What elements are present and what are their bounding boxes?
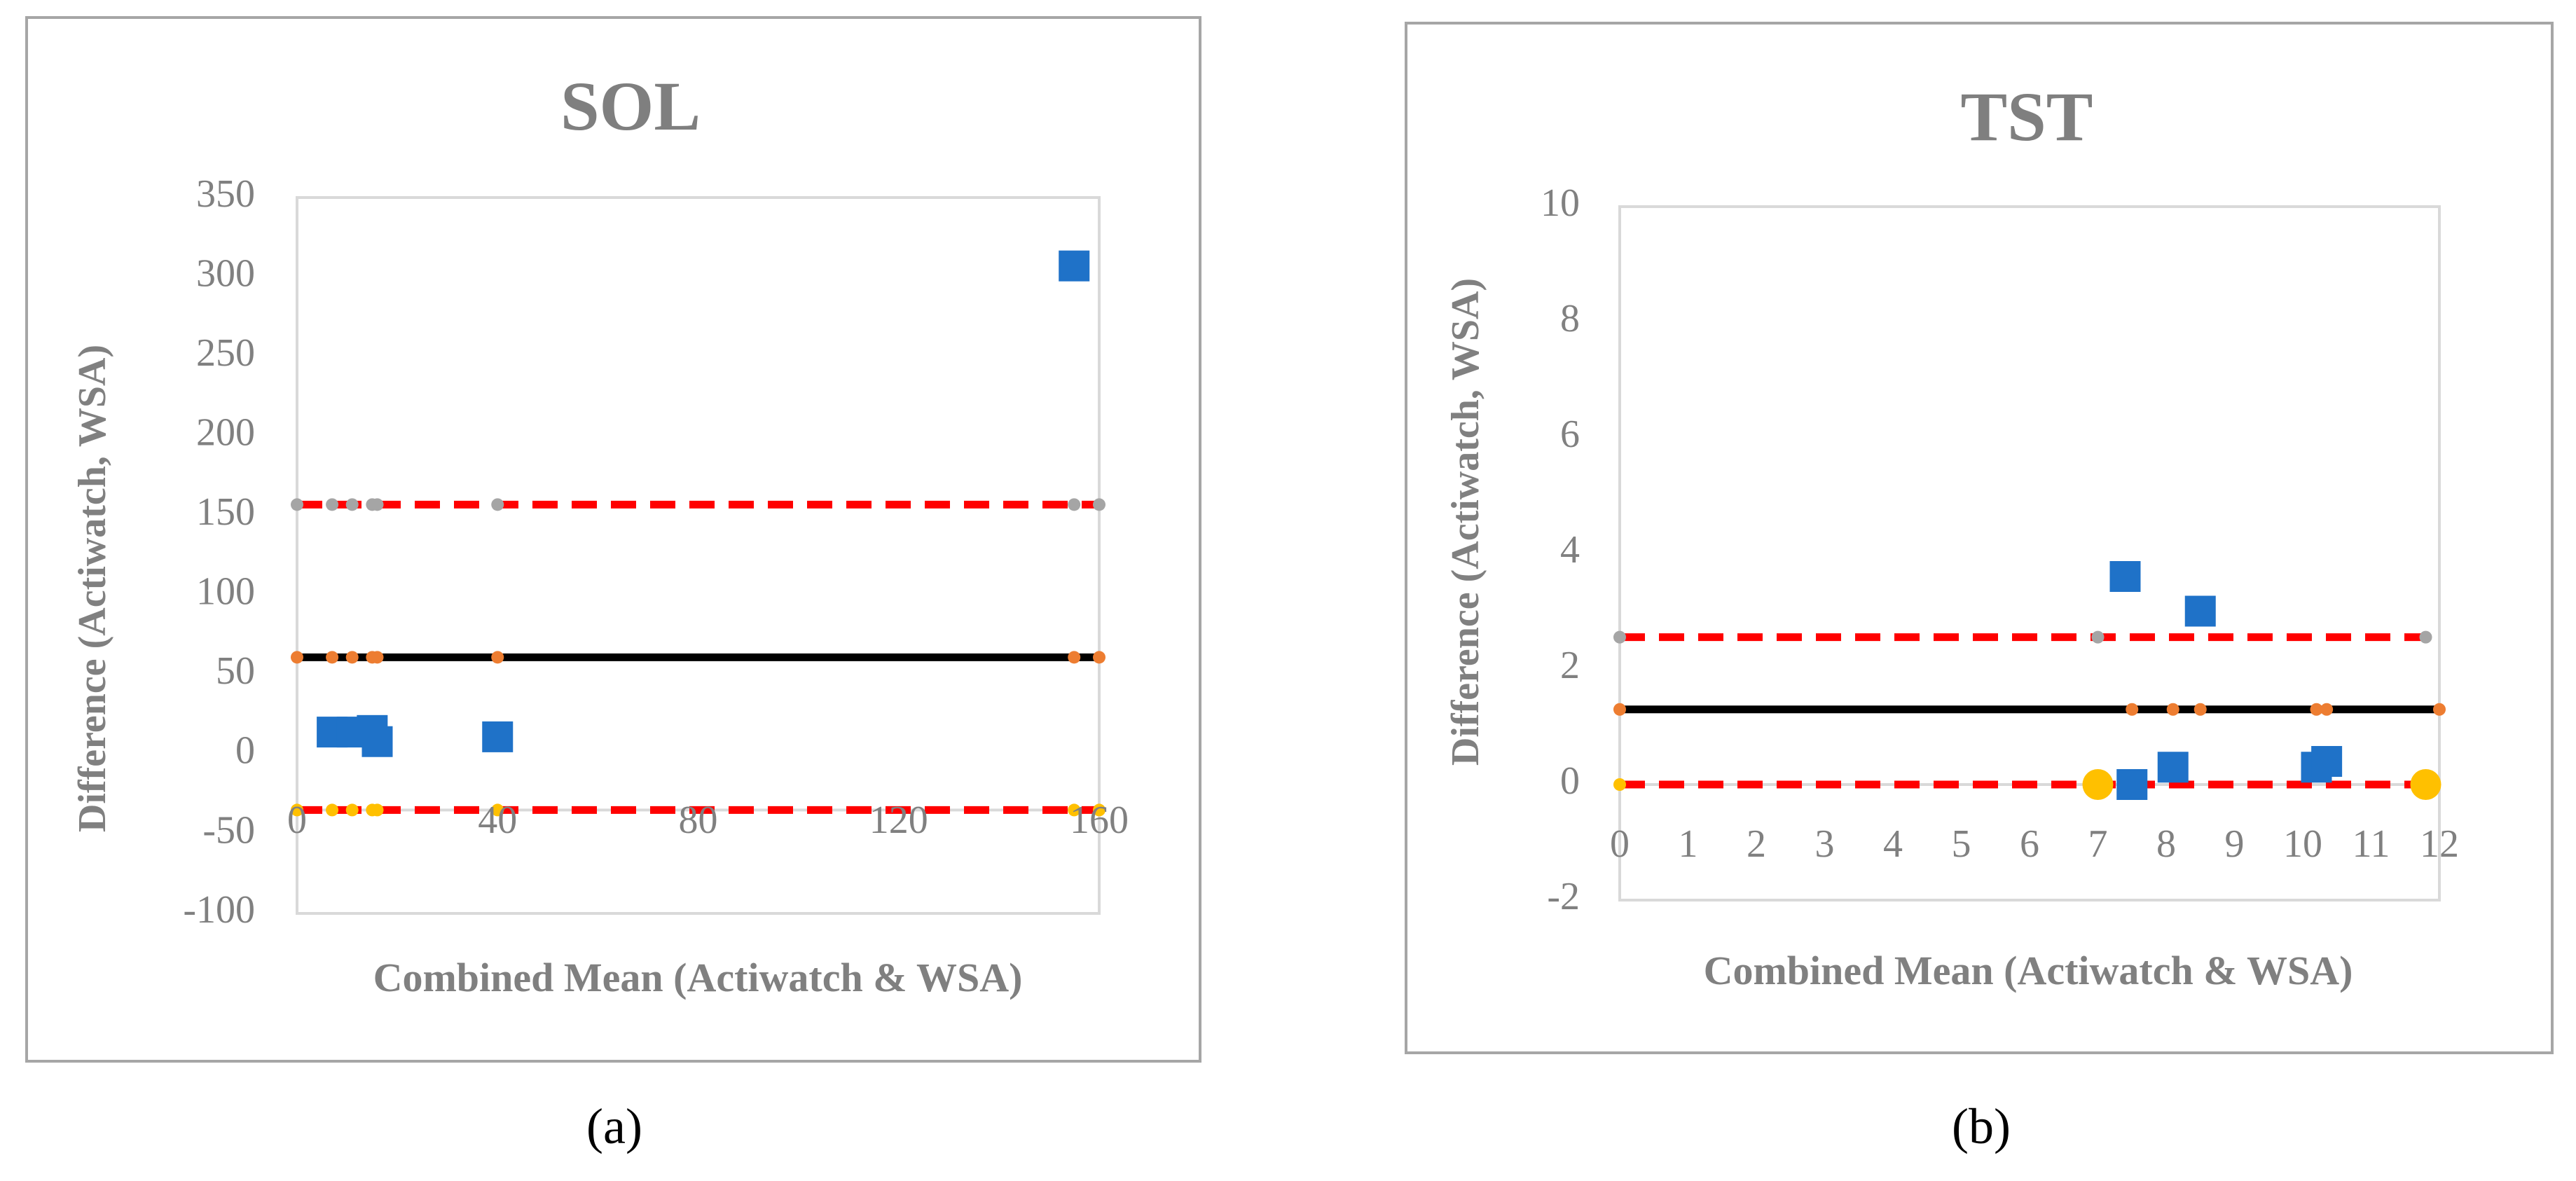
- reference-point: [2320, 703, 2334, 716]
- x-tick-label: 5: [1952, 822, 1971, 866]
- reference-point: [1093, 498, 1106, 511]
- difference-point: [2116, 769, 2148, 800]
- x-tick-label: 9: [2225, 822, 2245, 866]
- y-tick-label: 2: [1560, 644, 1580, 687]
- reference-point: [1068, 498, 1081, 511]
- difference-point: [2157, 752, 2189, 783]
- reference-point: [291, 803, 303, 817]
- x-tick-label: 160: [1070, 799, 1129, 842]
- reference-point: [2166, 703, 2179, 716]
- x-tick-label: 12: [2420, 822, 2459, 866]
- caption-a: (a): [586, 1098, 642, 1154]
- chart-frame: [25, 16, 1201, 1063]
- difference-point: [482, 721, 514, 752]
- y-tick-label: 0: [1560, 759, 1580, 803]
- x-tick-label: 8: [2156, 822, 2176, 866]
- x-axis-label: Combined Mean (Actiwatch & WSA): [1704, 948, 2353, 993]
- x-tick-label: 80: [679, 799, 718, 842]
- difference-point: [2311, 746, 2343, 777]
- y-tick-label: -100: [183, 888, 255, 932]
- x-tick-label: 6: [2020, 822, 2039, 866]
- y-tick-label: 4: [1560, 528, 1580, 572]
- reference-point: [345, 651, 359, 664]
- caption-b: (b): [1952, 1098, 2011, 1154]
- y-tick-label: 200: [196, 411, 255, 455]
- y-axis-label: Difference (Actiwatch, WSA): [71, 345, 114, 832]
- reference-point: [371, 651, 384, 664]
- chart-title: TST: [1960, 78, 2093, 156]
- y-tick-label: 10: [1541, 181, 1580, 225]
- chart-tst: TST Difference (Actiwatch, WSA) Combined…: [1405, 22, 2554, 1054]
- y-tick-label: 300: [196, 251, 255, 295]
- chart-sol: SOL Difference (Actiwatch, WSA) Combined…: [25, 16, 1201, 1063]
- y-tick-label: 350: [196, 172, 255, 216]
- reference-point: [326, 803, 339, 817]
- chart-frame: [1405, 22, 2554, 1054]
- reference-point: [2419, 630, 2432, 644]
- reference-point: [291, 498, 303, 511]
- reference-point: [491, 651, 504, 664]
- y-axis-label: Difference (Actiwatch, WSA): [1444, 278, 1487, 766]
- x-tick-label: 2: [1747, 822, 1766, 866]
- x-tick-label: 0: [1610, 822, 1630, 866]
- x-axis-label: Combined Mean (Actiwatch & WSA): [373, 955, 1023, 1000]
- y-tick-label: 250: [196, 331, 255, 375]
- x-tick-label: 3: [1815, 822, 1835, 866]
- reference-point: [1068, 803, 1081, 817]
- difference-point: [1059, 250, 1090, 282]
- reference-point: [1068, 651, 1081, 664]
- y-tick-label: 150: [196, 490, 255, 534]
- reference-point: [2410, 769, 2441, 800]
- plot-area: [296, 196, 1101, 915]
- reference-point: [2433, 703, 2446, 716]
- reference-point: [2126, 703, 2139, 716]
- reference-point: [326, 651, 339, 664]
- x-tick-label: 120: [869, 799, 928, 842]
- y-tick-label: -2: [1547, 875, 1580, 918]
- reference-point: [1613, 703, 1626, 716]
- y-tick-label: -50: [202, 808, 255, 852]
- reference-point: [491, 803, 504, 817]
- difference-point: [2184, 595, 2216, 627]
- reference-point: [1613, 630, 1626, 644]
- x-tick-label: 10: [2283, 822, 2322, 866]
- difference-point: [361, 726, 393, 757]
- y-tick-label: 0: [235, 729, 255, 773]
- reference-point: [1613, 778, 1626, 791]
- reference-point: [371, 803, 384, 817]
- x-tick-label: 11: [2353, 822, 2390, 866]
- reference-point: [1093, 651, 1106, 664]
- reference-point: [326, 498, 339, 511]
- y-tick-label: 8: [1560, 297, 1580, 340]
- reference-point: [2091, 630, 2105, 644]
- x-tick-label: 4: [1883, 822, 1903, 866]
- plot-area: [1618, 205, 2441, 902]
- chart-title: SOL: [560, 67, 701, 145]
- reference-point: [1093, 803, 1106, 817]
- reference-point: [371, 498, 384, 511]
- reference-point: [2193, 703, 2207, 716]
- x-tick-label: 40: [478, 799, 517, 842]
- reference-point: [2310, 703, 2323, 716]
- x-tick-label: 1: [1679, 822, 1698, 866]
- x-tick-label: 7: [2088, 822, 2108, 866]
- reference-point: [345, 498, 359, 511]
- x-tick-label: 0: [287, 799, 307, 842]
- y-tick-label: 50: [216, 649, 255, 693]
- reference-point: [491, 498, 504, 511]
- reference-point: [2082, 769, 2114, 800]
- reference-point: [291, 651, 303, 664]
- reference-point: [345, 803, 359, 817]
- y-tick-label: 6: [1560, 413, 1580, 456]
- y-tick-label: 100: [196, 570, 255, 614]
- difference-point: [2109, 561, 2141, 592]
